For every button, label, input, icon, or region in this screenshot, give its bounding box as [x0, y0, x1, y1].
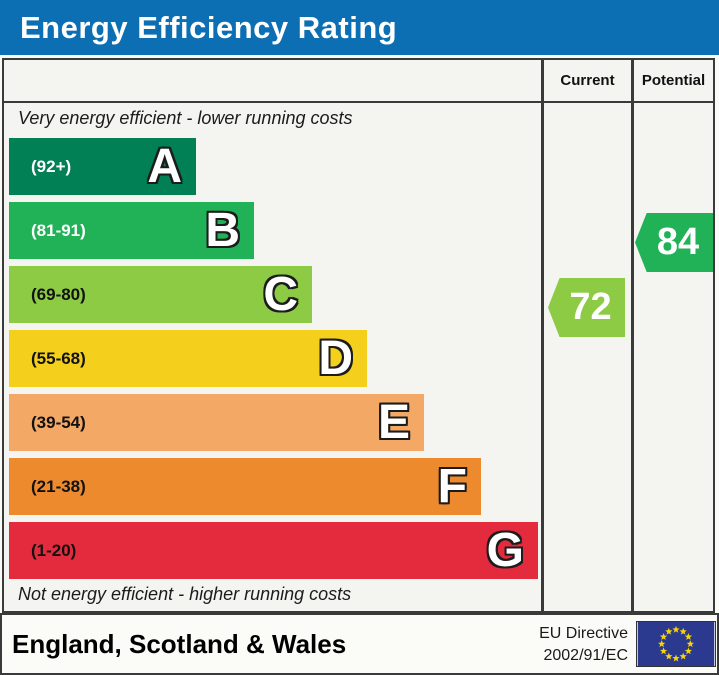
column-header-potential: Potential — [641, 72, 706, 89]
eu-directive-line1: EU Directive — [539, 625, 628, 642]
column-header-current: Current — [560, 72, 615, 89]
band-row-a: (92+) A — [9, 138, 196, 195]
band-row-e: (39-54) E — [9, 394, 424, 451]
potential-column-divider — [631, 60, 634, 611]
page-title: Energy Efficiency Rating — [20, 9, 398, 45]
eu-directive-label: EU Directive 2002/91/EC — [452, 623, 628, 666]
band-row-c: (69-80) C — [9, 266, 312, 323]
band-range-g: (1-20) — [31, 540, 77, 560]
band-letter-f: F — [437, 459, 467, 513]
current-column-divider — [541, 60, 544, 611]
title-banner: Energy Efficiency Rating — [0, 0, 719, 55]
band-row-g: (1-20) G — [9, 522, 538, 579]
band-letter-e: E — [377, 395, 410, 449]
current-rating-arrow: 72 — [548, 278, 625, 337]
band-row-f: (21-38) F — [9, 458, 481, 515]
region-label: England, Scotland & Wales — [12, 628, 347, 659]
band-range-c: (69-80) — [31, 284, 86, 304]
eu-flag-icon — [636, 621, 716, 667]
top-note: Very energy efficient - lower running co… — [18, 108, 353, 128]
band-letter-d: D — [318, 331, 353, 385]
band-range-a: (92+) — [31, 156, 72, 176]
band-letter-a: A — [147, 139, 182, 193]
header-row-divider — [4, 101, 713, 103]
current-rating-value: 72 — [569, 286, 612, 328]
potential-rating-arrow: 84 — [635, 213, 713, 272]
eu-directive-line2: 2002/91/EC — [543, 646, 628, 664]
band-range-e: (39-54) — [31, 412, 86, 432]
band-row-b: (81-91) B — [9, 202, 254, 259]
band-range-b: (81-91) — [31, 220, 86, 240]
bottom-note: Not energy efficient - higher running co… — [18, 584, 352, 604]
band-range-f: (21-38) — [31, 476, 86, 496]
band-letter-b: B — [205, 203, 240, 257]
band-range-d: (55-68) — [31, 348, 86, 368]
potential-rating-value: 84 — [656, 221, 700, 263]
band-row-d: (55-68) D — [9, 330, 367, 387]
footer: England, Scotland & Wales EU Directive 2… — [0, 613, 719, 675]
rating-table: Current Potential Very energy efficient … — [2, 58, 715, 613]
band-letter-g: G — [486, 523, 524, 577]
band-letter-c: C — [263, 267, 298, 321]
